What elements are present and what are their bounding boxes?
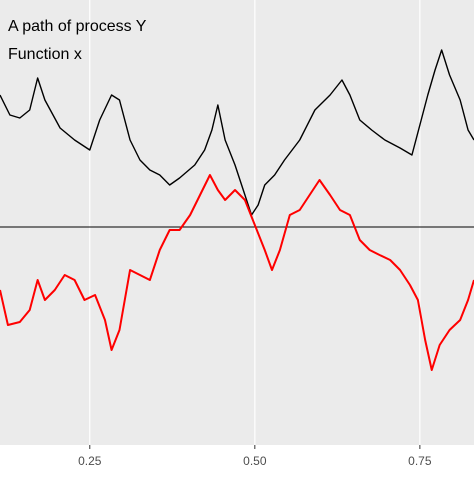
legend-label: A path of process Y	[8, 18, 147, 35]
series-line	[0, 49, 474, 216]
x-tick-label: 0.50	[243, 454, 267, 468]
series-line	[0, 174, 474, 371]
legend-label: Function x	[8, 46, 82, 63]
panel	[0, 0, 474, 445]
x-tick-label: 0.25	[78, 454, 102, 468]
x-tick-label: 0.75	[408, 454, 432, 468]
